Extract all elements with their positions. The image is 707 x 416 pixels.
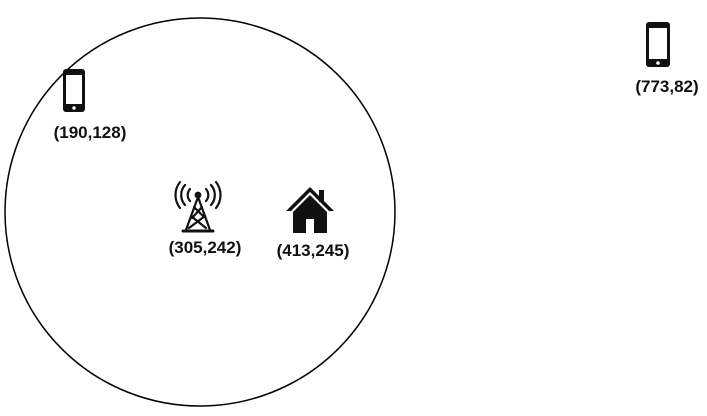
smartphone-icon (646, 22, 670, 67)
phone-inside-label: (190,128) (54, 123, 127, 142)
home-label: (413,245) (277, 241, 350, 260)
phone-outside-node: (773,82) (635, 22, 699, 96)
cell-tower-icon (174, 180, 222, 233)
phone-inside-node: (190,128) (54, 69, 127, 142)
base-station-label: (305,242) (169, 238, 242, 257)
home-node: (413,245) (277, 187, 350, 260)
antenna-tip (194, 191, 202, 199)
base-station-node: (305,242) (169, 180, 242, 257)
smartphone-icon (63, 69, 85, 112)
house-icon (286, 187, 334, 233)
phone-outside-label: (773,82) (635, 77, 698, 96)
